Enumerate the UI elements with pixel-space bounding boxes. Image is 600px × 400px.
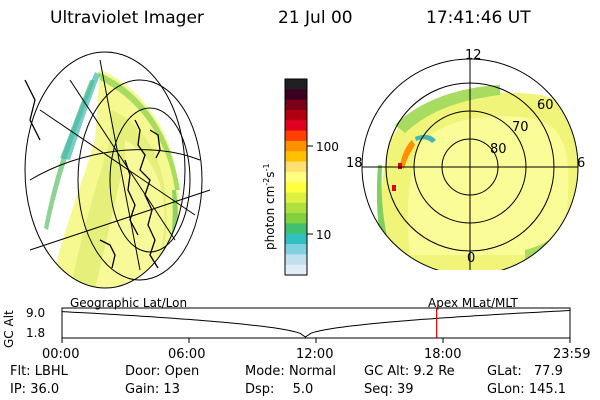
seq-value: 39 bbox=[397, 382, 414, 397]
mlat-label-60: 60 bbox=[537, 98, 554, 113]
colorbar-band bbox=[285, 223, 307, 235]
colorbar-band bbox=[285, 161, 307, 173]
latlon-grid bbox=[29, 59, 211, 281]
flt-value: LBHL bbox=[34, 364, 68, 379]
xtick-0600: 06:00 bbox=[168, 347, 206, 362]
altitude-curve bbox=[61, 310, 571, 338]
ip-value: 36.0 bbox=[30, 382, 60, 397]
coastlines bbox=[24, 79, 161, 269]
seq-field: Seq: 39 bbox=[364, 382, 414, 397]
mode-value: Normal bbox=[288, 364, 336, 379]
mode-field: Mode: Normal bbox=[245, 364, 336, 379]
glat-value: 77.9 bbox=[533, 364, 563, 379]
glat-field: GLat: 77.9 bbox=[487, 364, 563, 379]
dsp-value: 5.0 bbox=[292, 382, 314, 397]
mlat-label-70: 70 bbox=[512, 120, 529, 135]
xtick-1800: 18:00 bbox=[424, 347, 462, 362]
timeline-ytick-low: 1.8 bbox=[26, 326, 46, 340]
flt-field: Flt: LBHL bbox=[10, 364, 68, 379]
dsp-field: Dsp: 5.0 bbox=[245, 382, 314, 397]
mlat-label-80: 80 bbox=[490, 142, 507, 157]
colorbar-band bbox=[285, 109, 307, 121]
colorbar-band bbox=[285, 140, 307, 152]
gcalt-field: GC Alt: 9.2 Re bbox=[364, 364, 455, 379]
colorbar-tick-10: 10 bbox=[316, 228, 332, 242]
colorbar-band bbox=[285, 79, 307, 90]
polar-emission bbox=[376, 85, 578, 270]
ip-field: IP: 36.0 bbox=[10, 382, 60, 397]
colorbar-band bbox=[285, 99, 307, 111]
timeline-ytick-high: 9.0 bbox=[26, 306, 46, 320]
polar-plot bbox=[361, 58, 579, 270]
xtick-0000: 00:00 bbox=[42, 347, 80, 362]
colorbar-unit: photon cm-2s-1 bbox=[262, 163, 277, 250]
colorbar-band bbox=[285, 254, 307, 266]
colorbar-band bbox=[285, 120, 307, 132]
timeline-ylabel: GC Alt bbox=[2, 310, 16, 348]
mlt-label-6: 6 bbox=[577, 156, 586, 171]
polar-panel-label: Apex MLat/MLT bbox=[428, 296, 518, 310]
observation-time: 17:41:46 UT bbox=[426, 8, 531, 28]
colorbar-band bbox=[285, 213, 307, 224]
glon-value: 145.1 bbox=[528, 382, 567, 397]
xtick-1200: 12:00 bbox=[296, 347, 334, 362]
geographic-panel-label: Geographic Lat/Lon bbox=[70, 296, 188, 310]
colorbar-band bbox=[285, 264, 307, 276]
gain-field: Gain: 13 bbox=[125, 382, 180, 397]
door-field: Door: Open bbox=[125, 364, 200, 379]
colorbar-band bbox=[285, 182, 307, 193]
colorbar-tick-100: 100 bbox=[316, 140, 339, 154]
xtick-2359: 23:59 bbox=[553, 347, 591, 362]
colorbar-band bbox=[285, 244, 307, 255]
colorbar-band bbox=[285, 202, 307, 214]
instrument-title: Ultraviolet Imager bbox=[50, 8, 204, 28]
colorbar-band bbox=[285, 171, 307, 183]
colorbar-band bbox=[285, 192, 307, 204]
mlt-label-18: 18 bbox=[346, 156, 363, 171]
mlt-label-12: 12 bbox=[465, 48, 482, 63]
timeline-plot bbox=[61, 307, 571, 343]
colorbar-band bbox=[285, 151, 307, 163]
colorbar-band bbox=[285, 233, 307, 245]
colorbar-band bbox=[285, 89, 307, 101]
mlt-label-0: 0 bbox=[467, 251, 476, 266]
glon-field: GLon: 145.1 bbox=[487, 382, 567, 397]
gcalt-value: 9.2 Re bbox=[413, 364, 455, 379]
gain-value: 13 bbox=[163, 382, 180, 397]
geographic-image bbox=[24, 51, 211, 289]
observation-date: 21 Jul 00 bbox=[278, 8, 353, 28]
colorbar-band bbox=[285, 130, 307, 142]
polar-grid bbox=[361, 58, 579, 270]
colorbar-gradient bbox=[285, 79, 307, 276]
colorbar bbox=[284, 78, 313, 276]
door-value: Open bbox=[164, 364, 200, 379]
